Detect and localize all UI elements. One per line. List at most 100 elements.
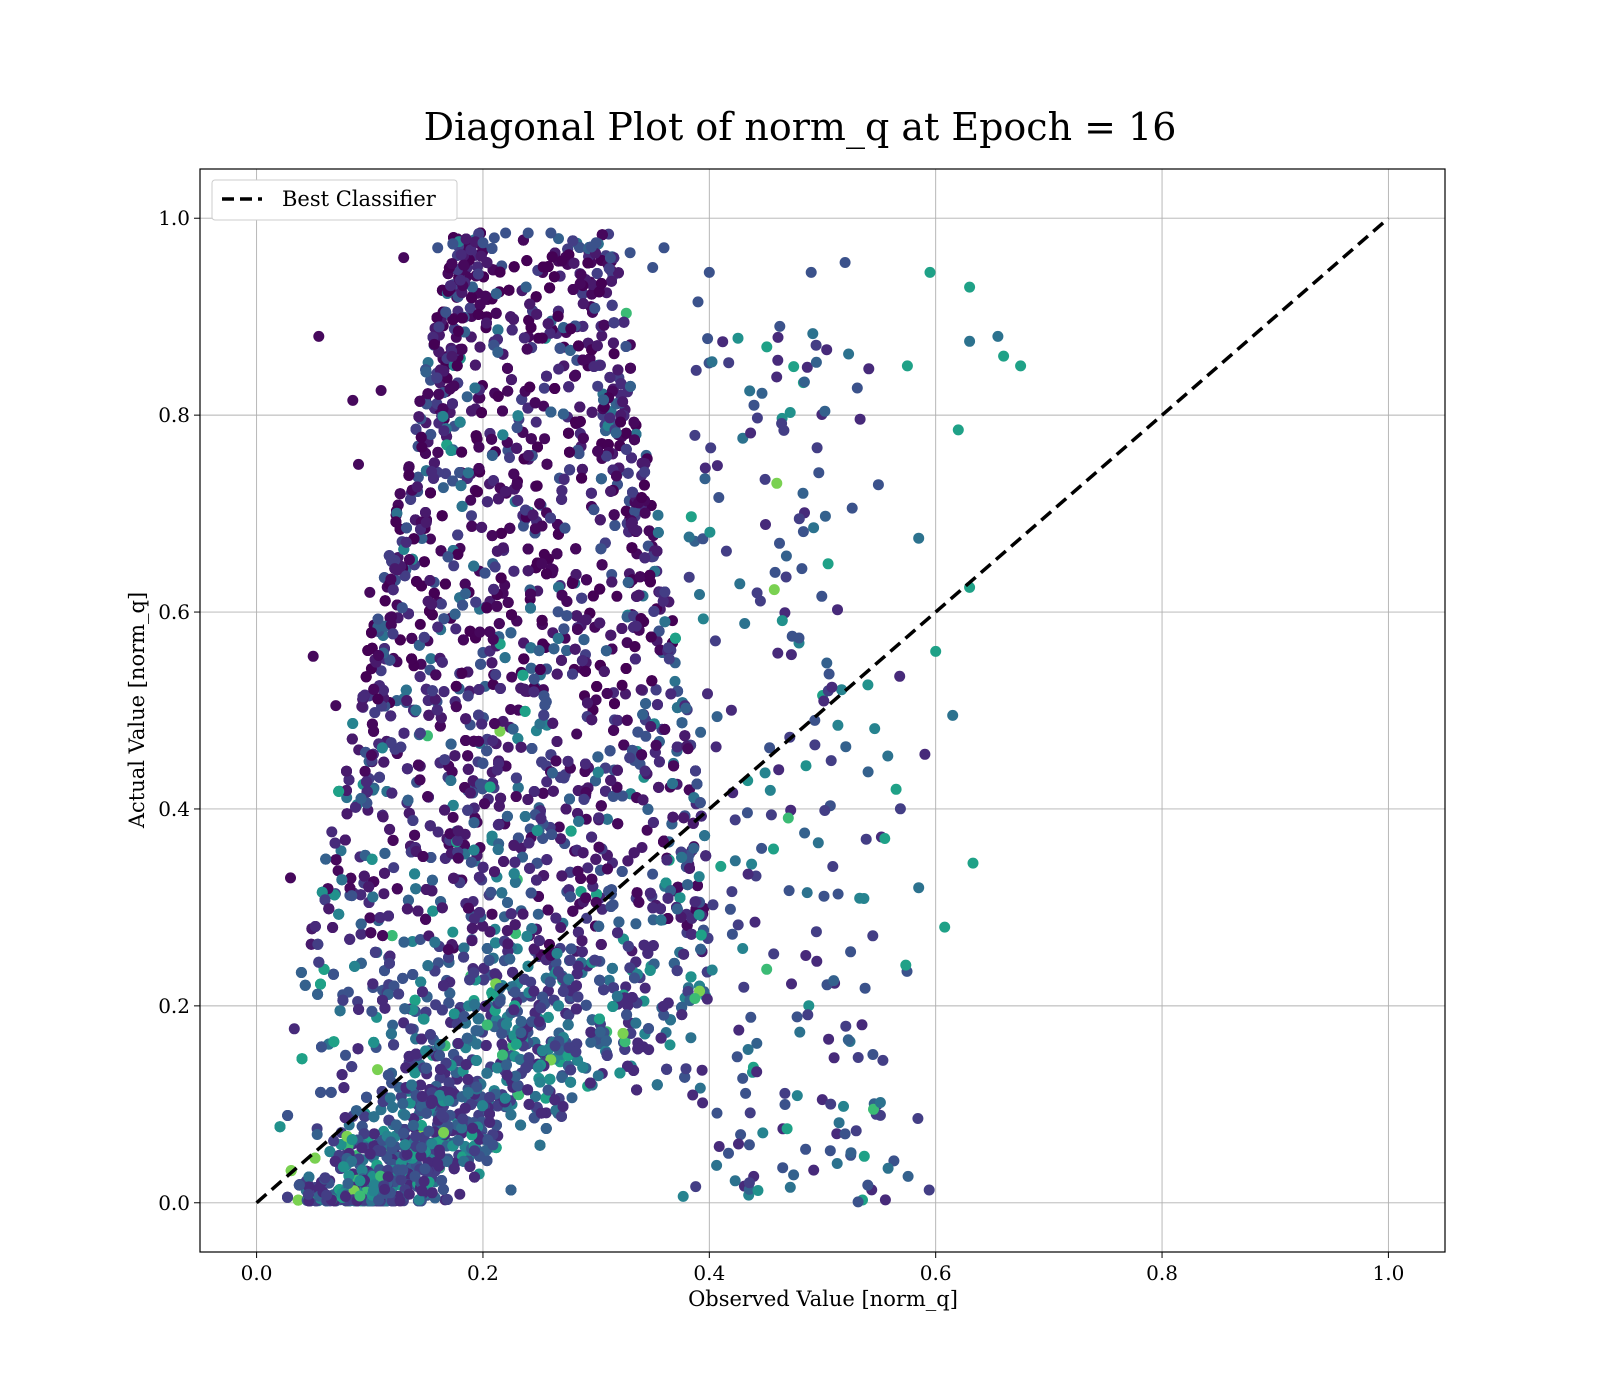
- scatter-point: [512, 410, 524, 422]
- scatter-point: [590, 853, 602, 865]
- scatter-point: [638, 479, 650, 491]
- scatter-point: [327, 922, 339, 933]
- scatter-point: [581, 912, 593, 924]
- scatter-point: [651, 1079, 663, 1091]
- scatter-point: [441, 1194, 453, 1205]
- scatter-point: [538, 382, 550, 394]
- scatter-point: [664, 1039, 676, 1051]
- scatter-point: [437, 482, 449, 494]
- scatter-point: [333, 908, 345, 920]
- scatter-point: [335, 845, 347, 857]
- scatter-point: [585, 1036, 597, 1048]
- scatter-point: [620, 688, 631, 700]
- scatter-point: [438, 980, 449, 992]
- scatter-point: [425, 533, 436, 545]
- scatter-point: [457, 634, 469, 646]
- scatter-point: [630, 918, 642, 930]
- scatter-point: [326, 826, 338, 838]
- scatter-point: [497, 715, 509, 727]
- scatter-point: [329, 837, 341, 849]
- scatter-point: [553, 233, 564, 245]
- scatter-point: [402, 794, 414, 806]
- scatter-point: [288, 1023, 300, 1035]
- scatter-point: [532, 908, 544, 920]
- scatter-point: [521, 255, 533, 267]
- scatter-point: [496, 887, 508, 899]
- scatter-point: [332, 865, 344, 877]
- scatter-point: [536, 332, 548, 344]
- scatter-point: [566, 1092, 578, 1104]
- scatter-point: [456, 667, 468, 679]
- scatter-point: [595, 939, 607, 950]
- scatter-point: [340, 1049, 351, 1061]
- scatter-point: [452, 529, 464, 541]
- scatter-point: [434, 1072, 446, 1084]
- scatter-point: [552, 606, 564, 618]
- scatter-point: [539, 433, 551, 445]
- scatter-point: [669, 675, 681, 687]
- scatter-point: [486, 657, 498, 669]
- scatter-point: [502, 741, 514, 753]
- scatter-point: [471, 1038, 483, 1050]
- scatter-point: [659, 616, 671, 628]
- scatter-point: [387, 1019, 399, 1031]
- scatter-point: [447, 811, 459, 823]
- scatter-point: [636, 842, 648, 853]
- scatter-point: [508, 468, 520, 480]
- scatter-point: [643, 1044, 655, 1056]
- scatter-point: [592, 751, 604, 763]
- scatter-point: [591, 681, 603, 692]
- scatter-point: [584, 1077, 596, 1089]
- scatter-point: [387, 834, 399, 846]
- scatter-point: [462, 750, 474, 762]
- scatter-point: [512, 494, 524, 506]
- scatter-point: [432, 446, 444, 458]
- scatter-point: [505, 704, 517, 715]
- scatter-point: [596, 559, 608, 571]
- scatter-point: [465, 494, 477, 506]
- scatter-point: [405, 493, 417, 505]
- scatter-point: [379, 595, 391, 607]
- scatter-point: [508, 261, 520, 273]
- points-layer: [274, 227, 1027, 1208]
- scatter-point: [366, 1005, 378, 1017]
- scatter-point: [611, 764, 623, 776]
- scatter-point: [652, 509, 664, 521]
- scatter-point: [461, 391, 473, 403]
- scatter-point: [555, 922, 567, 933]
- scatter-point: [325, 1086, 337, 1098]
- chart-title: Diagonal Plot of norm_q at Epoch = 16: [424, 105, 1177, 150]
- scatter-point: [592, 380, 604, 392]
- scatter-point: [416, 533, 428, 544]
- scatter-point: [296, 1053, 308, 1065]
- scatter-point: [432, 826, 444, 838]
- scatter-point: [469, 359, 481, 371]
- scatter-point: [647, 868, 659, 880]
- scatter-point: [466, 510, 477, 522]
- scatter-point: [394, 488, 406, 500]
- scatter-point: [447, 926, 459, 938]
- scatter-point: [489, 718, 501, 730]
- scatter-point: [347, 718, 359, 729]
- scatter-point: [620, 663, 632, 674]
- scatter-point: [425, 653, 437, 665]
- scatter-point: [635, 684, 647, 696]
- scatter-point: [551, 736, 563, 747]
- scatter-point: [433, 321, 445, 333]
- scatter-point: [454, 1188, 466, 1200]
- scatter-point: [414, 618, 426, 630]
- scatter-point: [378, 888, 390, 900]
- scatter-point: [595, 473, 607, 485]
- scatter-point: [616, 679, 628, 691]
- scatter-point: [538, 548, 550, 560]
- scatter-point: [596, 330, 608, 342]
- scatter-point: [620, 307, 632, 319]
- scatter-point: [502, 362, 513, 374]
- scatter-point: [414, 774, 426, 786]
- scatter-point: [531, 480, 543, 492]
- scatter-point: [388, 862, 400, 874]
- scatter-point: [372, 1064, 383, 1076]
- scatter-point: [432, 957, 444, 969]
- scatter-point: [450, 623, 462, 635]
- scatter-point: [647, 914, 659, 926]
